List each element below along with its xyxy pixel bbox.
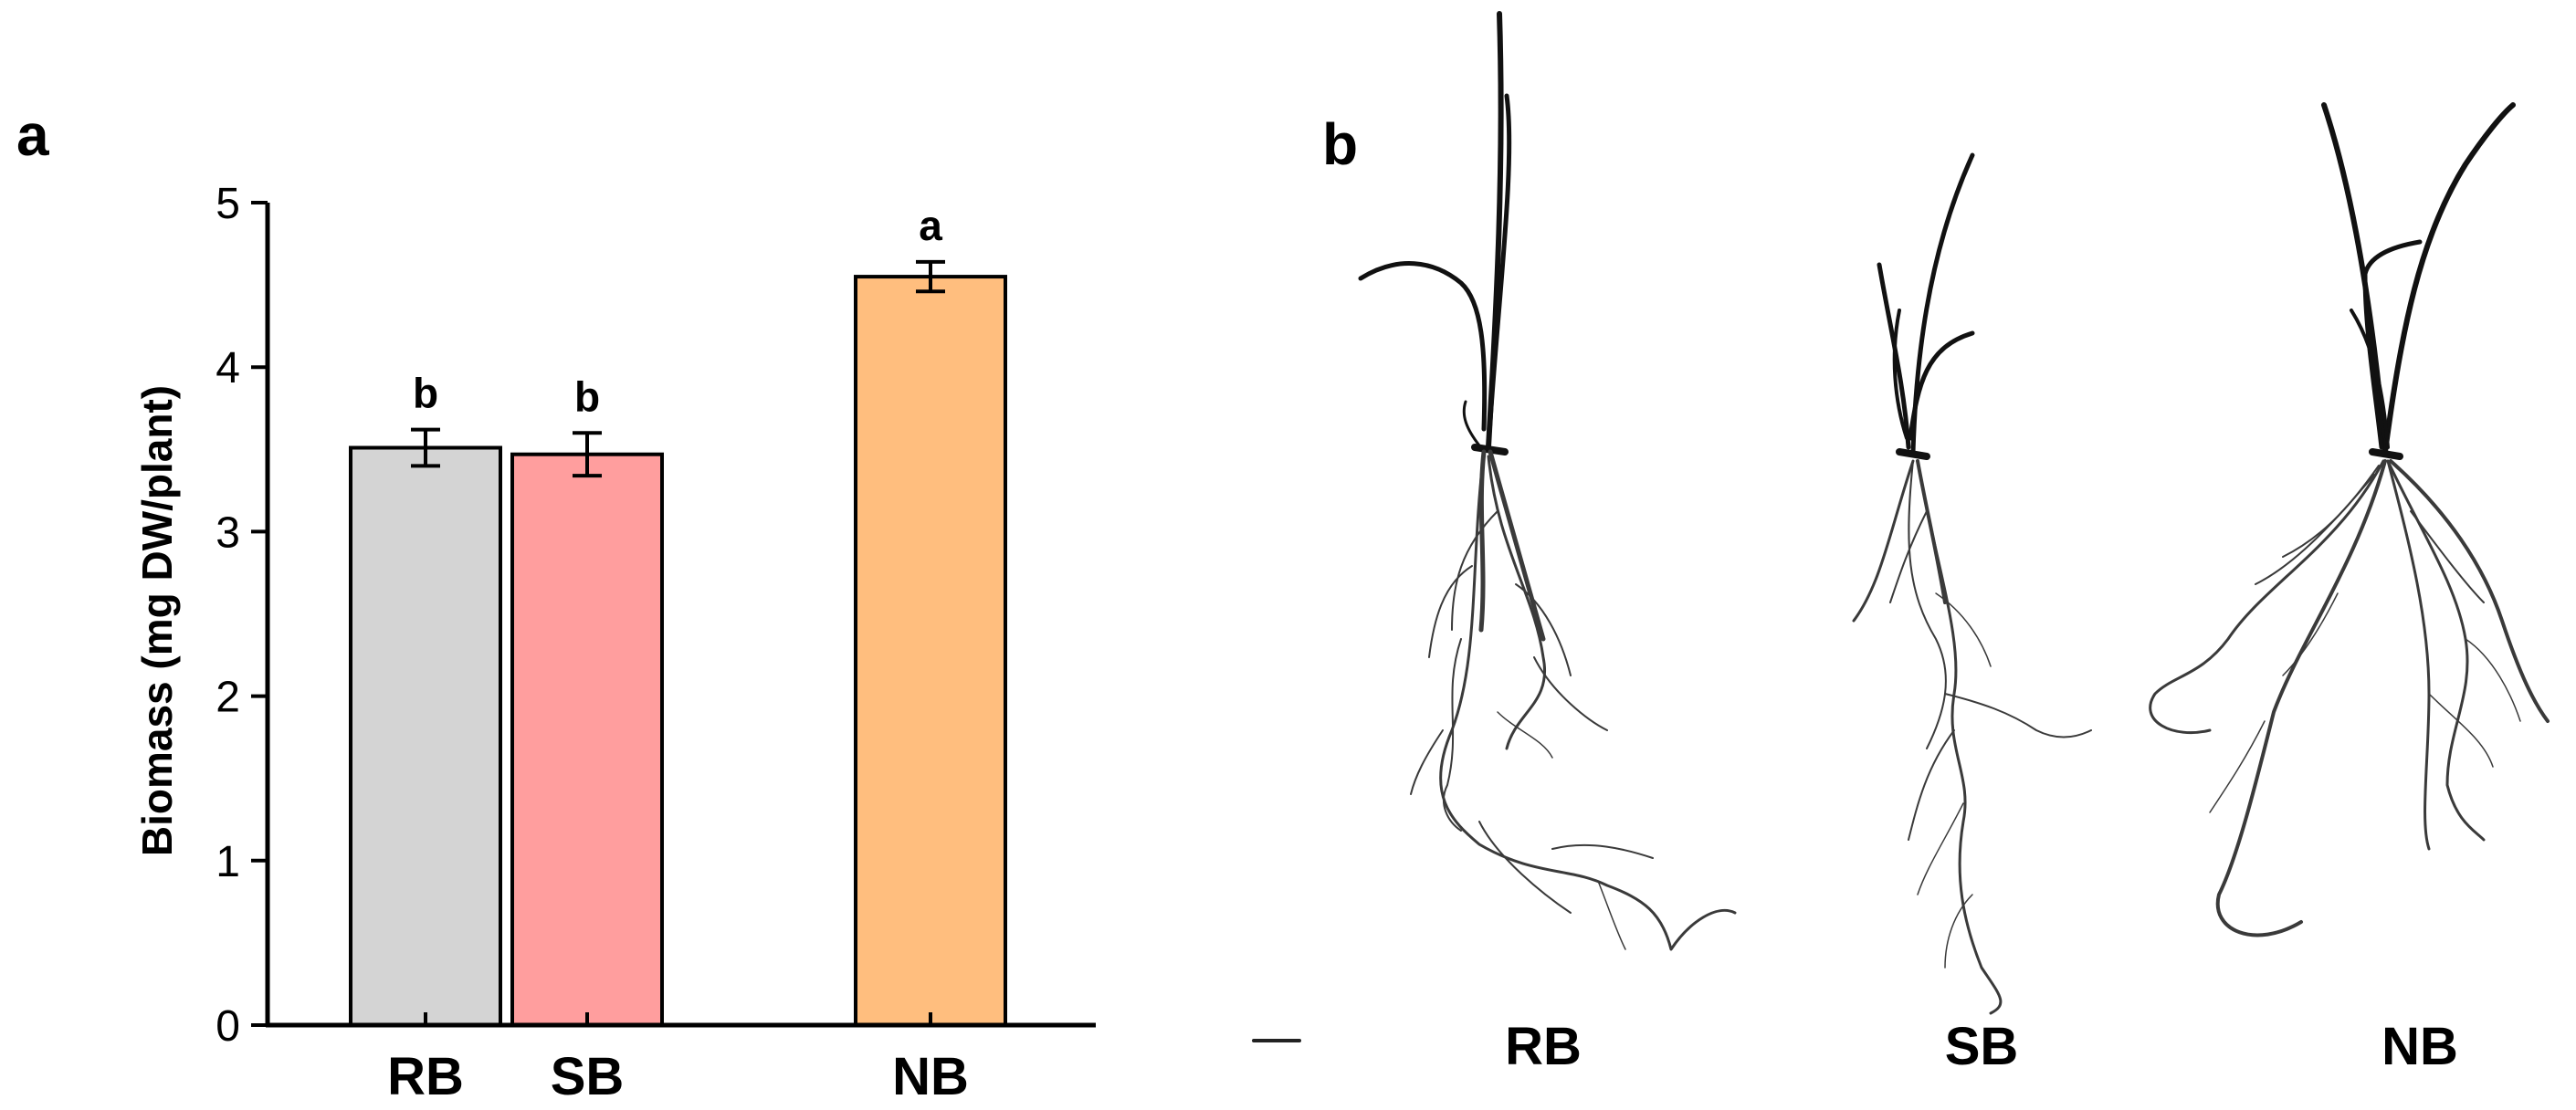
plant-nb-shoot bbox=[2321, 102, 2516, 460]
y-axis-title: Biomass (mg DW/plant) bbox=[133, 385, 181, 856]
panel-letter-b: b bbox=[1322, 111, 1358, 177]
plant-rb-roots bbox=[1410, 449, 1737, 951]
plant-label-nb: NB bbox=[2381, 1017, 2458, 1076]
bar-sb bbox=[510, 452, 664, 1027]
bar-rb bbox=[349, 445, 502, 1027]
plant-sb-roots bbox=[1852, 459, 2092, 1015]
plant-label-sb: SB bbox=[1945, 1017, 2019, 1076]
plant-nb bbox=[2149, 102, 2550, 937]
x-category-nb: NB bbox=[892, 1047, 969, 1106]
plant-sb-shoot bbox=[1877, 152, 1975, 460]
y-axis-ticks: 0 1 2 3 4 5 bbox=[216, 180, 268, 1051]
significance-label-sb: b bbox=[574, 372, 600, 420]
x-axis-categories: RB SB NB bbox=[387, 1012, 969, 1106]
y-tick-label: 4 bbox=[216, 344, 240, 393]
y-tick-label: 1 bbox=[216, 838, 240, 886]
significance-label-rb: b bbox=[413, 370, 438, 417]
bars bbox=[349, 275, 1007, 1027]
plant-photo bbox=[1252, 11, 2550, 1042]
y-tick-label: 0 bbox=[216, 1002, 240, 1051]
plant-rb-shoot bbox=[1358, 11, 1512, 456]
significance-labels: b b a bbox=[413, 202, 942, 420]
bar-chart: Biomass (mg DW/plant) 0 1 2 3 4 5 b b a RB SB NB bbox=[133, 180, 1096, 1106]
panel-letter-a: a bbox=[16, 102, 49, 168]
plant-sb bbox=[1852, 152, 2092, 1015]
plant-labels: RB SB NB bbox=[1505, 1017, 2458, 1076]
plant-rb bbox=[1358, 11, 1737, 951]
y-tick-label: 2 bbox=[216, 674, 240, 722]
plant-nb-roots bbox=[2149, 459, 2550, 937]
y-tick-label: 5 bbox=[216, 180, 240, 228]
error-bars bbox=[411, 259, 945, 478]
x-category-sb: SB bbox=[551, 1047, 625, 1106]
x-category-rb: RB bbox=[387, 1047, 464, 1106]
y-tick-label: 3 bbox=[216, 508, 240, 557]
significance-label-nb: a bbox=[919, 202, 942, 249]
plant-label-rb: RB bbox=[1505, 1017, 1582, 1076]
bar-nb bbox=[854, 275, 1007, 1027]
